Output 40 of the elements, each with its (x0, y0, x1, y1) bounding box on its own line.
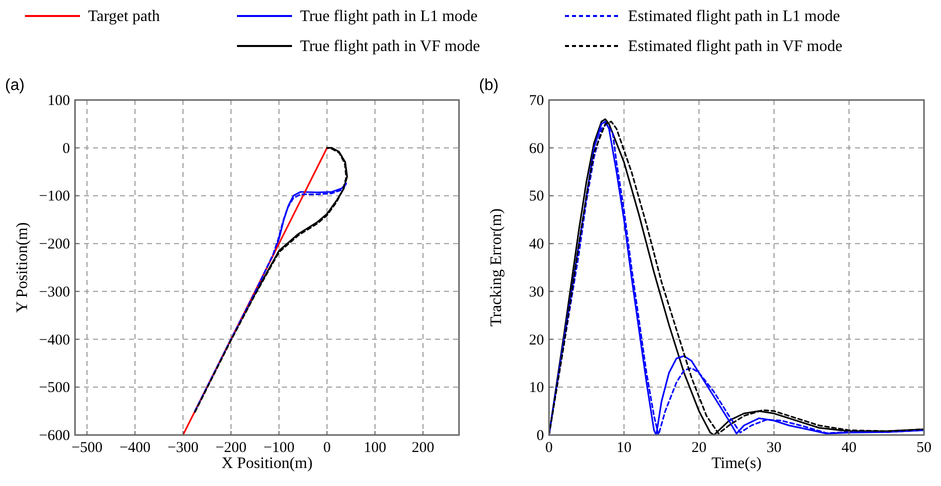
y-tick-label: 100 (48, 93, 70, 109)
y-tick-label: 20 (529, 332, 544, 348)
y-tick-label: 0 (62, 140, 70, 157)
x-tick-label: −100 (264, 440, 294, 456)
x-tick-label: 40 (842, 440, 856, 456)
y-tick-label: −300 (39, 284, 70, 300)
y-tick-label: −600 (39, 428, 70, 444)
y-tick-label: −200 (39, 236, 70, 253)
legend-label: Estimated flight path in VF mode (628, 38, 842, 55)
y-tick-label: 50 (529, 188, 544, 205)
legend-label: True flight path in VF mode (300, 38, 480, 55)
chart-title: (b) (479, 77, 499, 94)
x-tick-label: −400 (120, 440, 150, 456)
x-axis-title: Time(s) (711, 455, 762, 472)
chart-title: (a) (5, 77, 25, 94)
x-tick-label: 20 (692, 440, 706, 456)
y-tick-label: 10 (529, 380, 544, 396)
x-tick-label: 30 (766, 440, 782, 456)
x-axis-title: X Position(m) (221, 455, 313, 472)
x-tick-label: 0 (323, 440, 331, 456)
x-tick-label: 10 (616, 440, 632, 456)
legend-label: True flight path in L1 mode (300, 8, 478, 25)
y-tick-label: 70 (529, 93, 544, 109)
x-tick-label: 100 (364, 440, 386, 456)
y-axis-title: Y Position(m) (14, 222, 31, 313)
y-tick-label: −100 (39, 188, 70, 205)
x-tick-label: −500 (72, 440, 102, 456)
y-tick-label: −500 (39, 380, 70, 396)
x-tick-label: −200 (216, 440, 246, 456)
y-tick-label: 0 (536, 428, 544, 444)
x-tick-label: −300 (168, 440, 198, 456)
y-tick-label: 30 (529, 284, 544, 300)
legend-label: Target path (88, 8, 160, 25)
y-tick-label: 60 (529, 140, 544, 157)
legend-label: Estimated flight path in L1 mode (628, 8, 840, 25)
y-tick-label: 40 (529, 236, 544, 253)
y-axis-title: Tracking Error(m) (488, 208, 505, 327)
x-tick-label: 50 (916, 440, 932, 456)
x-tick-label: 200 (412, 440, 434, 456)
y-tick-label: −400 (39, 332, 70, 348)
